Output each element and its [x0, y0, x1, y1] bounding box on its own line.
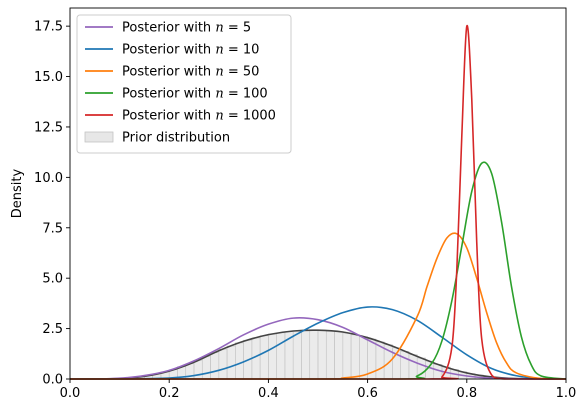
prior-bar: [276, 332, 286, 380]
x-tick-label: 0.2: [159, 386, 180, 401]
legend: Posterior with n = 5 Posterior with n = 1…: [76, 14, 292, 154]
prior-bar: [359, 336, 368, 380]
prior-bar: [235, 342, 244, 380]
x-tick-label: 0.4: [258, 386, 279, 401]
prior-bar: [193, 360, 203, 380]
prior-bar: [400, 350, 410, 380]
axes-group: 0.0 0.2 0.4 0.6 0.8 1.0 0.0 2.5 5.0 7.5 10.0 12.5 15…: [10, 7, 577, 401]
prior-distribution-group: [69, 329, 567, 380]
legend-label-4: Posterior with n = 1000: [122, 109, 276, 124]
prior-bar: [334, 331, 344, 380]
series-line-2: [69, 232, 567, 380]
y-axis-label: Density: [10, 168, 25, 218]
prior-bar: [210, 352, 220, 380]
y-tick-label: 0.0: [42, 373, 63, 388]
prior-bar: [226, 345, 236, 380]
prior-bar: [292, 330, 302, 380]
prior-bar: [268, 333, 277, 380]
y-tick-label: 5.0: [42, 272, 63, 287]
series-line-0: [69, 317, 567, 380]
y-tick-label: 12.5: [34, 120, 63, 135]
prior-bar: [350, 334, 360, 380]
x-tick-label: 0.6: [357, 386, 378, 401]
y-tick-label: 17.5: [34, 20, 63, 35]
legend-label-prior: Prior distribution: [122, 131, 230, 146]
y-tick-label: 7.5: [42, 221, 63, 236]
legend-label-1: Posterior with n = 10: [122, 43, 259, 58]
series-line-1: [69, 306, 567, 380]
prior-bar: [201, 356, 211, 380]
y-tick-label: 2.5: [42, 322, 63, 337]
x-tick-label: 0.8: [456, 386, 477, 401]
y-tick-label: 15.0: [34, 70, 63, 85]
prior-bar: [408, 354, 418, 380]
prior-bar: [309, 330, 319, 380]
prior-bar: [317, 330, 327, 380]
legend-box: [76, 14, 292, 154]
prior-bar: [259, 335, 269, 380]
prior-bar: [325, 330, 335, 380]
y-tick-label: 10.0: [34, 171, 63, 186]
prior-bar: [342, 332, 352, 380]
x-tick-label: 1.0: [556, 386, 577, 401]
legend-swatch-prior: [84, 131, 114, 143]
legend-label-0: Posterior with n = 5: [122, 21, 251, 36]
x-tick-label: 0.0: [60, 386, 81, 401]
prior-bar: [218, 348, 228, 380]
legend-label-2: Posterior with n = 50: [122, 65, 259, 80]
plot-frame: [69, 7, 567, 380]
series-line-3: [69, 161, 567, 380]
legend-label-3: Posterior with n = 100: [122, 87, 268, 102]
prior-bar: [301, 330, 311, 380]
